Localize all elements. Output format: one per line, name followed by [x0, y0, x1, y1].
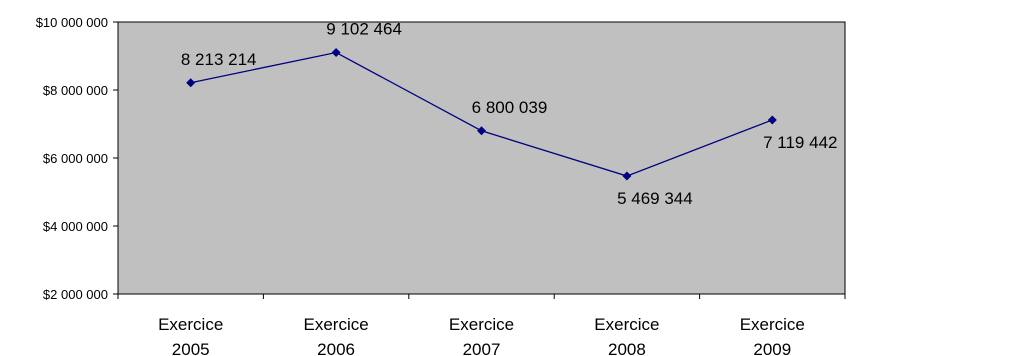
- data-point-marker: [622, 171, 632, 181]
- x-tick-label: Exercice 2008: [594, 315, 659, 356]
- x-tick-label-line: Exercice: [449, 315, 514, 334]
- x-tick-label-line: 2007: [463, 340, 501, 356]
- data-point-marker: [331, 48, 341, 58]
- x-tick-label-line: Exercice: [158, 315, 223, 334]
- data-point-marker: [767, 115, 777, 125]
- x-tick-label-line: 2009: [753, 340, 791, 356]
- x-tick-label-line: Exercice: [304, 315, 369, 334]
- x-tick-label: Exercice 2006: [304, 315, 369, 356]
- data-point-marker: [186, 78, 196, 88]
- data-label: 8 213 214: [181, 50, 257, 69]
- y-tick-label: $2 000 000: [43, 287, 108, 302]
- y-axis: $2 000 000 $4 000 000 $6 000 000 $8 000 000…: [36, 15, 118, 302]
- x-tick-label-line: 2005: [172, 340, 210, 356]
- x-tick-label-line: Exercice: [740, 315, 805, 334]
- y-tick-label: $4 000 000: [43, 219, 108, 234]
- data-labels: 8 213 214 9 102 464 6 800 039 5 469 344 7 11…: [181, 20, 838, 209]
- plot-area: [117, 21, 846, 295]
- y-tick-label: $6 000 000: [43, 151, 108, 166]
- x-tick-label: Exercice 2005: [158, 315, 223, 356]
- data-label: 5 469 344: [617, 189, 693, 208]
- x-tick-label-line: 2008: [608, 340, 646, 356]
- data-label: 6 800 039: [472, 98, 548, 117]
- x-tick-label-line: Exercice: [594, 315, 659, 334]
- data-label: 9 102 464: [326, 20, 402, 39]
- y-tick-label: $10 000 000: [36, 15, 108, 30]
- series-line-group: [186, 48, 777, 181]
- x-tick-label-line: 2006: [317, 340, 355, 356]
- x-tick-label: Exercice 2009: [740, 315, 805, 356]
- data-point-marker: [477, 126, 486, 136]
- y-tick-label: $8 000 000: [43, 83, 108, 98]
- x-tick-label: Exercice 2007: [449, 315, 514, 356]
- data-label: 7 119 442: [763, 133, 837, 152]
